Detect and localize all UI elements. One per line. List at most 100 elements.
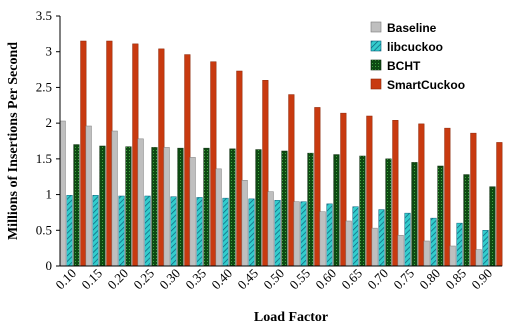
legend-label-libcuckoo: libcuckoo <box>387 40 443 54</box>
y-tick-label: 3 <box>46 44 53 59</box>
bar-smartcuckoo-0.20 <box>132 43 139 267</box>
x-tick-label: 0.55 <box>286 266 313 293</box>
bar-libcuckoo-0.65 <box>352 206 359 267</box>
x-tick-label: 0.85 <box>442 266 469 293</box>
bar-bcht-0.55 <box>307 152 314 267</box>
legend-label-smartcuckoo: SmartCuckoo <box>387 78 465 92</box>
bar-bcht-0.10 <box>73 144 80 267</box>
bar-bcht-0.60 <box>333 154 340 267</box>
x-tick-label: 0.80 <box>416 266 443 293</box>
bar-bcht-0.25 <box>151 147 158 267</box>
bar-baseline-0.70 <box>371 227 378 267</box>
bar-bcht-0.80 <box>437 165 444 267</box>
bar-baseline-0.15 <box>85 125 92 267</box>
bar-baseline-0.50 <box>267 191 274 267</box>
bar-libcuckoo-0.20 <box>118 195 125 267</box>
y-tick-label: 0 <box>46 258 53 273</box>
bar-libcuckoo-0.70 <box>378 209 385 267</box>
bar-smartcuckoo-0.60 <box>340 112 347 267</box>
bar-bcht-0.40 <box>229 148 236 267</box>
legend-swatch-libcuckoo <box>370 40 382 52</box>
x-tick-label: 0.75 <box>390 266 417 293</box>
legend-box <box>365 18 499 98</box>
x-tick-label: 0.15 <box>78 266 105 293</box>
x-axis-title: Load Factor <box>254 310 328 325</box>
x-tick-label: 0.10 <box>52 266 79 293</box>
bar-libcuckoo-0.90 <box>482 230 489 267</box>
bar-bcht-0.35 <box>203 147 210 267</box>
x-tick-label: 0.65 <box>338 266 365 293</box>
bar-libcuckoo-0.85 <box>456 222 463 267</box>
y-tick-label: 1.5 <box>36 151 52 166</box>
bar-bcht-0.70 <box>385 158 392 267</box>
bar-baseline-0.25 <box>137 138 144 267</box>
bar-smartcuckoo-0.80 <box>444 127 451 267</box>
bar-libcuckoo-0.25 <box>144 195 151 267</box>
bar-baseline-0.80 <box>423 240 430 267</box>
x-tick-label: 0.50 <box>260 266 287 293</box>
x-tick-label: 0.45 <box>234 266 261 293</box>
y-tick-label: 2 <box>46 115 53 130</box>
bar-bcht-0.20 <box>125 146 132 267</box>
bar-bcht-0.50 <box>281 150 288 267</box>
y-tick-label: 1 <box>46 187 53 202</box>
x-tick-label: 0.30 <box>156 266 183 293</box>
bar-bcht-0.85 <box>463 174 470 267</box>
bar-smartcuckoo-0.75 <box>418 123 425 267</box>
bar-baseline-0.75 <box>397 235 404 267</box>
x-tick-label: 0.25 <box>130 266 157 293</box>
bar-baseline-0.85 <box>449 245 456 267</box>
bar-bcht-0.45 <box>255 149 262 267</box>
bar-baseline-0.40 <box>215 168 222 267</box>
bar-baseline-0.10 <box>59 120 66 267</box>
bar-libcuckoo-0.60 <box>326 203 333 267</box>
bar-smartcuckoo-0.30 <box>184 54 191 267</box>
bar-bcht-0.65 <box>359 155 366 267</box>
bar-libcuckoo-0.30 <box>170 196 177 267</box>
bar-libcuckoo-0.45 <box>248 198 255 267</box>
bar-bcht-0.75 <box>411 162 418 267</box>
legend-swatch-baseline <box>370 21 382 33</box>
bar-libcuckoo-0.40 <box>222 197 229 267</box>
legend-swatch-bcht <box>370 59 382 71</box>
legend-label-baseline: Baseline <box>387 21 437 35</box>
bar-libcuckoo-0.15 <box>92 195 99 267</box>
bar-smartcuckoo-0.10 <box>80 40 87 267</box>
bar-smartcuckoo-0.45 <box>262 80 269 267</box>
bar-baseline-0.60 <box>319 211 326 267</box>
legend-label-bcht: BCHT <box>387 59 421 73</box>
x-tick-label: 0.60 <box>312 266 339 293</box>
x-tick-label: 0.40 <box>208 266 235 293</box>
bar-smartcuckoo-0.40 <box>236 70 243 267</box>
bar-smartcuckoo-0.90 <box>496 142 503 267</box>
legend-swatch-smartcuckoo <box>370 78 382 90</box>
bar-smartcuckoo-0.70 <box>392 120 399 267</box>
bar-bcht-0.90 <box>489 186 496 267</box>
bar-smartcuckoo-0.25 <box>158 48 165 267</box>
y-tick-label: 0.5 <box>36 222 52 237</box>
bar-baseline-0.35 <box>189 157 196 267</box>
bar-libcuckoo-0.80 <box>430 217 437 267</box>
bar-smartcuckoo-0.65 <box>366 115 373 267</box>
bar-libcuckoo-0.55 <box>300 201 307 267</box>
bar-bcht-0.15 <box>99 145 106 267</box>
y-tick-label: 2.5 <box>36 79 52 94</box>
bar-baseline-0.55 <box>293 201 300 267</box>
bar-libcuckoo-0.75 <box>404 212 411 267</box>
x-tick-label: 0.90 <box>468 266 495 293</box>
x-tick-label: 0.70 <box>364 266 391 293</box>
x-tick-label: 0.35 <box>182 266 209 293</box>
bar-bcht-0.30 <box>177 147 184 267</box>
bar-baseline-0.90 <box>475 249 482 267</box>
x-tick-label: 0.20 <box>104 266 131 293</box>
bar-smartcuckoo-0.15 <box>106 40 113 267</box>
bar-baseline-0.20 <box>111 130 118 267</box>
bar-baseline-0.30 <box>163 147 170 267</box>
bar-libcuckoo-0.50 <box>274 200 281 267</box>
bar-baseline-0.65 <box>345 220 352 267</box>
bar-smartcuckoo-0.85 <box>470 132 477 267</box>
y-tick-label: 3.5 <box>36 8 52 23</box>
bar-smartcuckoo-0.35 <box>210 61 217 267</box>
bar-smartcuckoo-0.50 <box>288 94 295 267</box>
